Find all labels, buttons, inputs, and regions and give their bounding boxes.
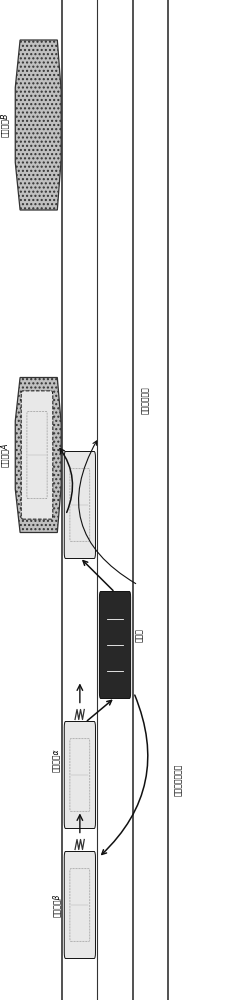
Polygon shape [15,40,61,210]
Text: 退避場所B: 退避場所B [0,113,9,137]
FancyArrowPatch shape [78,441,135,584]
FancyBboxPatch shape [64,722,95,828]
Text: 行駛路線變更: 行駛路線變更 [141,386,150,414]
FancyBboxPatch shape [99,591,130,698]
Text: 向後方進行警報: 向後方進行警報 [174,764,182,796]
FancyBboxPatch shape [64,852,95,958]
Text: 後方車輛α: 後方車輛α [52,748,61,772]
Text: 本車輛: 本車輛 [134,628,143,642]
FancyBboxPatch shape [64,452,95,558]
Text: 後方車輛β: 後方車輛β [52,893,61,917]
Polygon shape [15,377,61,532]
FancyBboxPatch shape [21,391,53,519]
Text: 退避場所A: 退避場所A [0,443,9,467]
